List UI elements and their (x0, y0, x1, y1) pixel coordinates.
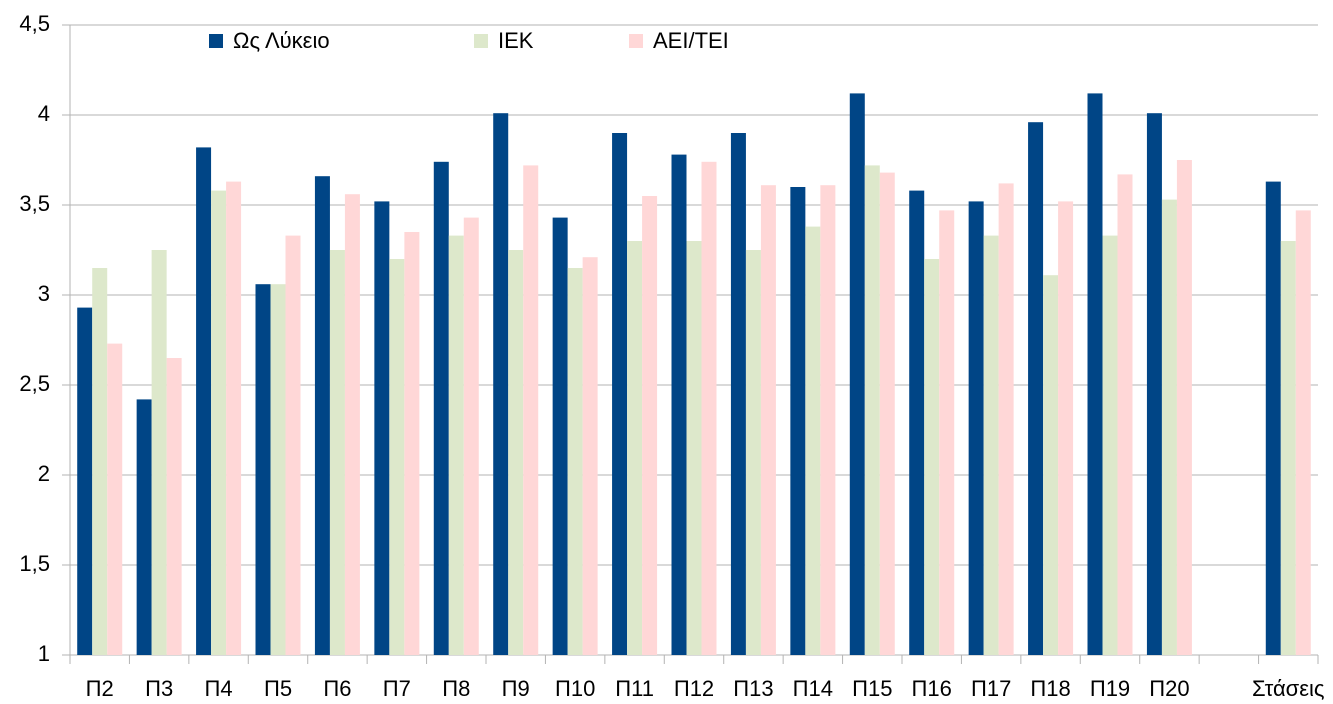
bar (151, 250, 167, 655)
bar (1280, 241, 1296, 655)
bar (77, 307, 93, 655)
y-tick-label: 3 (38, 281, 50, 306)
bar (211, 190, 227, 655)
x-tick-label: Π10 (555, 676, 595, 701)
bar (552, 217, 568, 655)
bar (567, 268, 583, 655)
bar (508, 250, 524, 655)
bar (627, 241, 643, 655)
bar (1058, 201, 1074, 655)
bar (998, 183, 1014, 655)
x-tick-label: Π9 (502, 676, 530, 701)
legend-label: ΑΕΙ/ΤΕΙ (653, 28, 729, 53)
bar (790, 187, 806, 655)
x-tick-label: Π13 (733, 676, 773, 701)
x-tick-label: Π16 (912, 676, 952, 701)
bar (285, 235, 301, 655)
y-tick-label: 3,5 (19, 191, 50, 216)
bar (166, 358, 182, 655)
bar (1028, 122, 1044, 655)
bar (612, 133, 628, 655)
bar (642, 196, 658, 655)
bar (730, 133, 746, 655)
bar (374, 201, 390, 655)
bar (849, 93, 865, 655)
bar (1087, 93, 1103, 655)
bar (329, 250, 345, 655)
bar (493, 113, 509, 655)
bar (404, 232, 420, 655)
legend-label: Ως Λύκειο (233, 28, 330, 53)
x-tick-label: Π2 (86, 676, 114, 701)
x-tick-label: Π20 (1149, 676, 1189, 701)
x-tick-label: Π4 (205, 676, 233, 701)
legend-swatch (474, 34, 488, 48)
bar (1146, 113, 1162, 655)
bar (909, 190, 925, 655)
bar (805, 226, 821, 655)
bar (582, 257, 598, 655)
x-tick-label: Π18 (1030, 676, 1070, 701)
x-tick-label: Π5 (264, 676, 292, 701)
bar (270, 284, 286, 655)
bar (671, 154, 687, 655)
x-tick-label: Π12 (674, 676, 714, 701)
bar (433, 161, 449, 656)
x-tick-label: Π6 (323, 676, 351, 701)
legend-swatch (629, 34, 643, 48)
legend-swatch (209, 34, 223, 48)
y-tick-label: 1 (38, 641, 50, 666)
bar (1161, 199, 1177, 655)
x-tick-label: Π14 (793, 676, 833, 701)
bar (1176, 160, 1192, 655)
y-tick-label: 4,5 (19, 11, 50, 36)
bar (226, 181, 242, 655)
bar (983, 235, 999, 655)
bar (1265, 181, 1281, 655)
x-tick-label: Στάσεις (1252, 676, 1325, 701)
x-tick-label: Π8 (442, 676, 470, 701)
bar (314, 176, 330, 655)
bar (760, 185, 776, 655)
y-tick-label: 1,5 (19, 551, 50, 576)
bar (1117, 174, 1133, 655)
x-tick-label: Π7 (383, 676, 411, 701)
bar (523, 165, 539, 655)
y-tick-label: 2 (38, 461, 50, 486)
bar (196, 147, 212, 655)
bar (1043, 275, 1059, 655)
bar (864, 165, 880, 655)
bar (820, 185, 836, 655)
legend-label: ΙΕΚ (498, 28, 534, 53)
x-tick-label: Π11 (615, 676, 654, 701)
bar (1102, 235, 1118, 655)
bar (92, 268, 108, 655)
bar (107, 343, 123, 655)
bar (939, 210, 955, 655)
bar (136, 399, 152, 655)
bar (686, 241, 702, 655)
bar (389, 259, 405, 655)
y-tick-label: 4 (38, 101, 50, 126)
bar (1295, 210, 1311, 655)
bar (255, 284, 271, 655)
y-tick-label: 2,5 (19, 371, 50, 396)
x-tick-label: Π17 (971, 676, 1011, 701)
x-tick-label: Π3 (145, 676, 173, 701)
bar (701, 161, 717, 656)
bar (968, 201, 984, 655)
bar (879, 172, 895, 655)
bar (463, 217, 479, 655)
bar (924, 259, 940, 655)
bar (745, 250, 761, 655)
bar (448, 235, 464, 655)
x-tick-label: Π19 (1090, 676, 1130, 701)
x-tick-label: Π15 (852, 676, 892, 701)
bar (344, 194, 360, 655)
